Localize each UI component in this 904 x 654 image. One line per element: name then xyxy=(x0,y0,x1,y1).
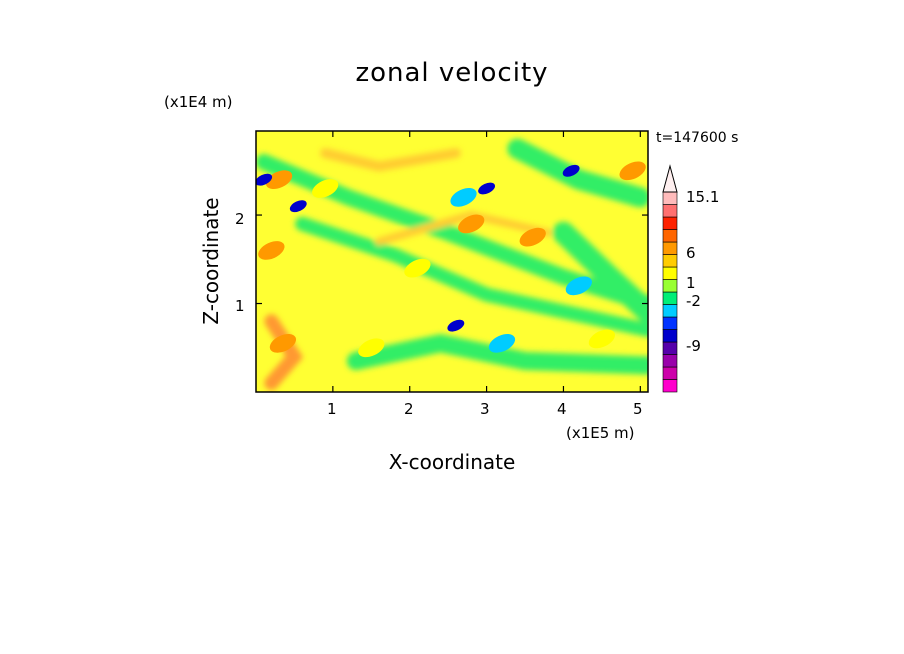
velocity-blob xyxy=(256,173,273,186)
colorbar-label: -9 xyxy=(686,337,701,355)
velocity-blob xyxy=(269,333,297,353)
colorbar-label: 15.1 xyxy=(686,188,720,206)
colorbar-swatch xyxy=(662,204,678,218)
colorbar-swatch xyxy=(662,379,678,393)
time-label: t=147600 s xyxy=(656,130,739,146)
velocity-field xyxy=(256,131,648,392)
velocity-blob xyxy=(404,258,431,278)
colorbar-label: -2 xyxy=(686,292,701,310)
colorbar-swatch xyxy=(662,291,678,305)
velocity-blob xyxy=(478,182,496,195)
colorbar-swatch xyxy=(662,266,678,280)
colorbar-swatch xyxy=(662,229,678,243)
chart-title: zonal velocity xyxy=(355,58,549,88)
colorbar-swatch xyxy=(662,341,678,355)
x-tick-label: 1 xyxy=(327,400,337,418)
velocity-blob xyxy=(488,333,516,353)
field-band xyxy=(346,334,648,375)
colorbar-swatch xyxy=(662,241,678,255)
field-band xyxy=(295,216,648,338)
x-axis-label: X-coordinate xyxy=(388,450,516,474)
colorbar-swatch xyxy=(662,316,678,330)
field-band xyxy=(507,138,648,208)
velocity-blob xyxy=(450,187,477,207)
x-unit-label: (x1E5 m) xyxy=(566,424,635,442)
y-tick-label: 2 xyxy=(235,210,245,228)
velocity-blob xyxy=(565,276,592,296)
colorbar-swatch xyxy=(662,354,678,368)
velocity-blob xyxy=(447,319,465,332)
field-band xyxy=(552,221,648,324)
colorbar-overflow-arrow xyxy=(662,164,678,193)
velocity-blob xyxy=(289,200,307,213)
velocity-blob xyxy=(265,170,293,190)
velocity-features xyxy=(256,161,646,358)
velocity-blob xyxy=(519,227,546,247)
colorbar-swatch xyxy=(662,191,678,205)
velocity-blob xyxy=(312,179,339,198)
axis-ticks xyxy=(256,131,648,392)
x-tick-label: 4 xyxy=(557,400,567,418)
x-tick-label: 2 xyxy=(404,400,414,418)
field-band xyxy=(264,314,304,391)
field-band xyxy=(320,148,461,172)
velocity-blob xyxy=(588,329,616,349)
colorbar xyxy=(662,164,678,393)
plot-frame xyxy=(255,130,649,393)
velocity-blob xyxy=(358,338,385,358)
velocity-blob xyxy=(619,161,646,181)
y-tick-label: 1 xyxy=(235,297,245,315)
velocity-blob xyxy=(458,214,485,234)
colorbar-swatch xyxy=(662,279,678,293)
colorbar-swatch xyxy=(662,254,678,268)
velocity-blob xyxy=(258,241,285,260)
x-tick-label: 3 xyxy=(480,400,490,418)
colorbar-swatch xyxy=(662,216,678,230)
colorbar-swatch xyxy=(662,366,678,380)
colorbar-swatch xyxy=(662,304,678,318)
field-band xyxy=(374,210,553,246)
velocity-blob xyxy=(562,164,580,177)
colorbar-label: 1 xyxy=(686,274,696,292)
colorbar-label: 6 xyxy=(686,244,696,262)
colorbar-swatch xyxy=(662,329,678,343)
y-unit-label: (x1E4 m) xyxy=(164,93,233,111)
field-bands xyxy=(256,138,648,391)
x-tick-label: 5 xyxy=(633,400,643,418)
